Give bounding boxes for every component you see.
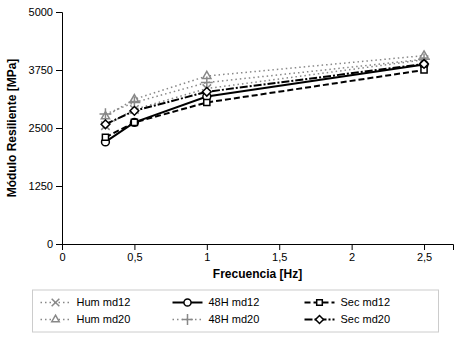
tick-label: 3750 bbox=[29, 64, 53, 76]
legend-item: Sec md12 bbox=[305, 296, 391, 308]
tick: 1,5 bbox=[272, 244, 287, 263]
y-axis-title: Módulo Resiliente [MPa] bbox=[5, 59, 19, 198]
tick-mark bbox=[56, 12, 62, 13]
point bbox=[420, 60, 429, 69]
legend-marker bbox=[52, 315, 59, 321]
point bbox=[131, 119, 137, 125]
tick: 3750 bbox=[29, 64, 62, 76]
tick-mark bbox=[279, 244, 280, 250]
legend-label: Hum md20 bbox=[77, 313, 131, 325]
legend-frame bbox=[33, 290, 439, 332]
axis-line bbox=[56, 13, 63, 245]
axis-line bbox=[63, 245, 454, 251]
legend-item: Sec md20 bbox=[305, 313, 391, 325]
series-layer bbox=[100, 51, 430, 146]
legend: Hum md12 48H md12 Sec md12 Hum md20 48H md20… bbox=[33, 290, 439, 332]
y-axis: 0 1250 2500 3750 5000 bbox=[29, 6, 63, 250]
legend-marker bbox=[316, 316, 324, 324]
legend-label: 48H md20 bbox=[209, 313, 260, 325]
legend-item: 48H md20 bbox=[173, 313, 260, 325]
tick: 0 bbox=[59, 244, 65, 263]
point bbox=[100, 108, 112, 120]
legend-label: Hum md12 bbox=[77, 296, 131, 308]
tick-mark bbox=[56, 186, 62, 187]
tick-mark bbox=[134, 244, 135, 250]
tick-label: 1250 bbox=[29, 180, 53, 192]
tick: 2500 bbox=[29, 122, 62, 134]
series bbox=[102, 61, 428, 146]
tick: 2,5 bbox=[417, 244, 432, 263]
legend-item: 48H md12 bbox=[173, 296, 260, 308]
tick-mark bbox=[56, 244, 62, 245]
tick-label: 0,5 bbox=[127, 251, 142, 263]
legend-marker bbox=[317, 300, 323, 306]
series bbox=[100, 53, 430, 120]
tick: 0,5 bbox=[127, 244, 142, 263]
tick-label: 0 bbox=[47, 238, 53, 250]
tick-mark bbox=[56, 128, 62, 129]
point bbox=[130, 119, 138, 127]
legend-marker bbox=[182, 314, 193, 325]
tick-label: 0 bbox=[59, 251, 65, 263]
tick: 1 bbox=[204, 244, 210, 263]
tick-mark bbox=[352, 244, 353, 250]
point bbox=[204, 99, 210, 105]
tick-mark bbox=[56, 70, 62, 71]
x-axis: 0 0,5 1 1,5 2 2,5 bbox=[59, 244, 453, 263]
chart: 0 0,5 1 1,5 2 2,5 0 1250 2500 3750 5000 Frecuencia … bbox=[0, 0, 471, 344]
tick-mark bbox=[424, 244, 425, 250]
legend-marker bbox=[184, 299, 191, 306]
legend-item: Hum md12 bbox=[41, 296, 131, 308]
line bbox=[105, 59, 424, 114]
point bbox=[130, 106, 139, 115]
legend-label: Sec md12 bbox=[341, 296, 391, 308]
tick: 1250 bbox=[29, 180, 62, 192]
tick-label: 2,5 bbox=[417, 251, 432, 263]
point bbox=[101, 120, 110, 129]
plot: 0 0,5 1 1,5 2 2,5 0 1250 2500 3750 5000 Frecuencia … bbox=[5, 6, 454, 281]
tick: 2 bbox=[349, 244, 355, 263]
line bbox=[105, 56, 424, 117]
tick-label: 2 bbox=[349, 251, 355, 263]
tick-label: 1,5 bbox=[272, 251, 287, 263]
tick-mark bbox=[207, 244, 208, 250]
series bbox=[102, 67, 427, 140]
point bbox=[102, 134, 108, 140]
tick-label: 5000 bbox=[29, 6, 53, 18]
line bbox=[105, 70, 424, 137]
line bbox=[105, 64, 424, 124]
x-axis-title: Frecuencia [Hz] bbox=[213, 267, 302, 281]
tick-label: 2500 bbox=[29, 122, 53, 134]
tick: 5000 bbox=[29, 6, 62, 18]
tick-label: 1 bbox=[204, 251, 210, 263]
point bbox=[202, 87, 211, 96]
legend-marker bbox=[52, 299, 60, 307]
legend-label: Sec md20 bbox=[341, 313, 391, 325]
series bbox=[101, 60, 428, 129]
legend-label: 48H md12 bbox=[209, 296, 260, 308]
line bbox=[105, 64, 424, 141]
tick: 0 bbox=[47, 238, 62, 250]
legend-item: Hum md20 bbox=[41, 313, 131, 325]
